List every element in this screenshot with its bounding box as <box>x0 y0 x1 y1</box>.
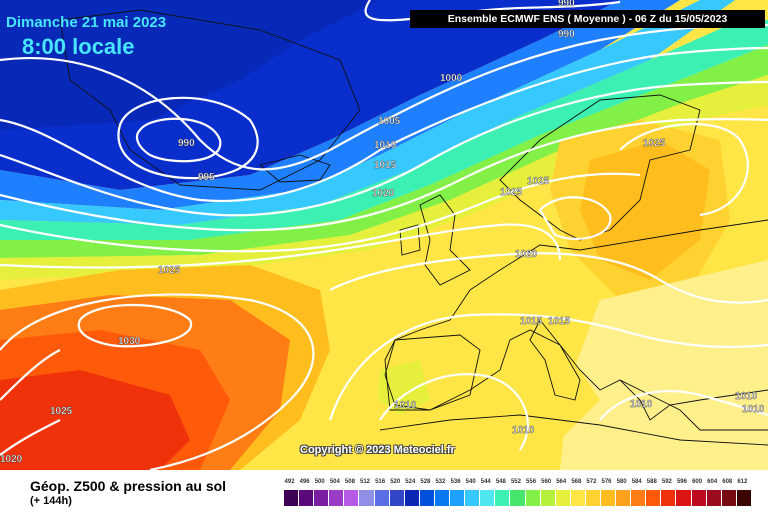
scale-swatch <box>299 490 315 506</box>
scale-value-label: 604 <box>707 479 718 485</box>
scale-swatch <box>600 490 617 506</box>
isobar-label: 1015 <box>374 160 397 171</box>
weather-map: 990 990 995 1000 1005 1010 1015 1020 102… <box>0 0 768 470</box>
scale-value-label: 596 <box>676 479 687 485</box>
isobar-label: 990 <box>558 0 575 9</box>
scale-value-label: 576 <box>601 479 612 485</box>
scale-value-label: 572 <box>586 479 597 485</box>
scale-value-label: 608 <box>722 479 733 485</box>
isobar-label: 1015 <box>548 316 571 327</box>
isobar-label: 1025 <box>500 187 523 198</box>
scale-value-label: 592 <box>661 479 672 485</box>
isobars <box>0 0 768 470</box>
scale-swatch <box>525 490 541 506</box>
forecast-date: Dimanche 21 mai 2023 <box>6 14 167 31</box>
scale-value-label: 500 <box>314 479 325 485</box>
scale-swatch <box>389 490 405 506</box>
scale-swatch <box>284 490 300 506</box>
scale-swatch <box>540 490 556 506</box>
scale-value-label: 584 <box>631 479 642 485</box>
scale-swatch <box>359 490 375 506</box>
scale-swatch <box>344 490 360 506</box>
scale-swatch <box>691 490 707 506</box>
scale-value-label: 564 <box>556 479 567 485</box>
isobar-label: 1000 <box>440 73 463 84</box>
scale-swatch <box>314 490 330 506</box>
scale-value-label: 600 <box>692 479 703 485</box>
isobar-label: 1010 <box>374 140 397 151</box>
isobar-label: 1025 <box>50 406 73 417</box>
scale-swatch <box>661 490 677 506</box>
scale-swatch <box>495 490 511 506</box>
scale-swatch <box>631 490 647 506</box>
scale-value-label: 548 <box>495 479 506 485</box>
scale-value-label: 568 <box>571 479 582 485</box>
model-source-banner: Ensemble ECMWF ENS ( Moyenne ) - 06 Z du… <box>410 10 765 28</box>
scale-value-label: 536 <box>450 479 461 485</box>
scale-swatch <box>374 490 390 506</box>
isobar-label: 995 <box>198 172 215 183</box>
isobar-label: 1010 <box>742 404 765 415</box>
scale-swatch <box>510 490 526 506</box>
isobar-label: 1020 <box>0 454 23 465</box>
color-scale <box>284 490 752 506</box>
isobar-label: 1010 <box>512 425 535 436</box>
scale-value-label: 556 <box>526 479 537 485</box>
scale-swatch <box>570 490 586 506</box>
isobar-labels: 990 990 995 1000 1005 1010 1015 1020 102… <box>0 0 765 465</box>
scale-swatch <box>434 490 451 506</box>
isobar-label: 1030 <box>118 336 141 347</box>
scale-value-label: 540 <box>465 479 476 485</box>
isobar-label: 1025 <box>158 265 181 276</box>
isobar-label: 1025 <box>527 176 550 187</box>
scale-value-label: 588 <box>646 479 657 485</box>
isobar-label: 990 <box>558 29 575 40</box>
scale-value-label: 492 <box>284 479 295 485</box>
scale-swatch <box>676 490 692 506</box>
scale-value-label: 532 <box>435 479 446 485</box>
scale-value-label: 504 <box>329 479 340 485</box>
geopotential-field <box>0 0 768 470</box>
scale-swatch <box>616 490 632 506</box>
scale-swatch <box>585 490 601 506</box>
scale-swatch <box>555 490 571 506</box>
scale-value-label: 516 <box>375 479 386 485</box>
scale-value-label: 544 <box>480 479 491 485</box>
scale-swatch <box>450 490 466 506</box>
lead-time: (+ 144h) <box>30 495 72 507</box>
scale-swatch <box>646 490 662 506</box>
scale-value-label: 552 <box>510 479 521 485</box>
scale-value-label: 528 <box>420 479 431 485</box>
color-scale-labels: 492 496 500 504 508 512 516 520 524 528 532 536 540 5… <box>282 479 750 485</box>
isobar-label: 1010 <box>394 400 417 411</box>
scale-value-label: 524 <box>405 479 416 485</box>
scale-swatch <box>329 490 345 506</box>
isobar-label: 1025 <box>643 138 666 149</box>
scale-value-label: 560 <box>541 479 552 485</box>
scale-value-label: 496 <box>299 479 310 485</box>
isobar-label: 1010 <box>630 399 653 410</box>
isobar-label: 1020 <box>372 188 395 199</box>
scale-swatch <box>419 490 435 506</box>
scale-swatch <box>480 490 496 506</box>
isobar-label: 1010 <box>735 391 758 402</box>
forecast-time: 8:00 locale <box>22 34 135 59</box>
copyright-notice: Copyright © 2023 Meteociel.fr <box>300 444 455 456</box>
scale-value-label: 520 <box>390 479 401 485</box>
isobar-label: 1020 <box>515 249 538 260</box>
scale-swatch <box>706 490 722 506</box>
scale-value-label: 580 <box>616 479 627 485</box>
scale-value-label: 612 <box>737 479 748 485</box>
scale-swatch <box>736 490 752 506</box>
scale-value-label: 512 <box>360 479 371 485</box>
scale-swatch <box>465 490 481 506</box>
isobar-label: 990 <box>178 138 195 149</box>
scale-swatch <box>721 490 737 506</box>
scale-swatch <box>404 490 420 506</box>
scale-value-label: 508 <box>344 479 355 485</box>
isobar-label: 1015 <box>520 316 543 327</box>
isobar-label: 1005 <box>378 116 401 127</box>
field-title: Géop. Z500 & pression au sol <box>30 478 227 494</box>
